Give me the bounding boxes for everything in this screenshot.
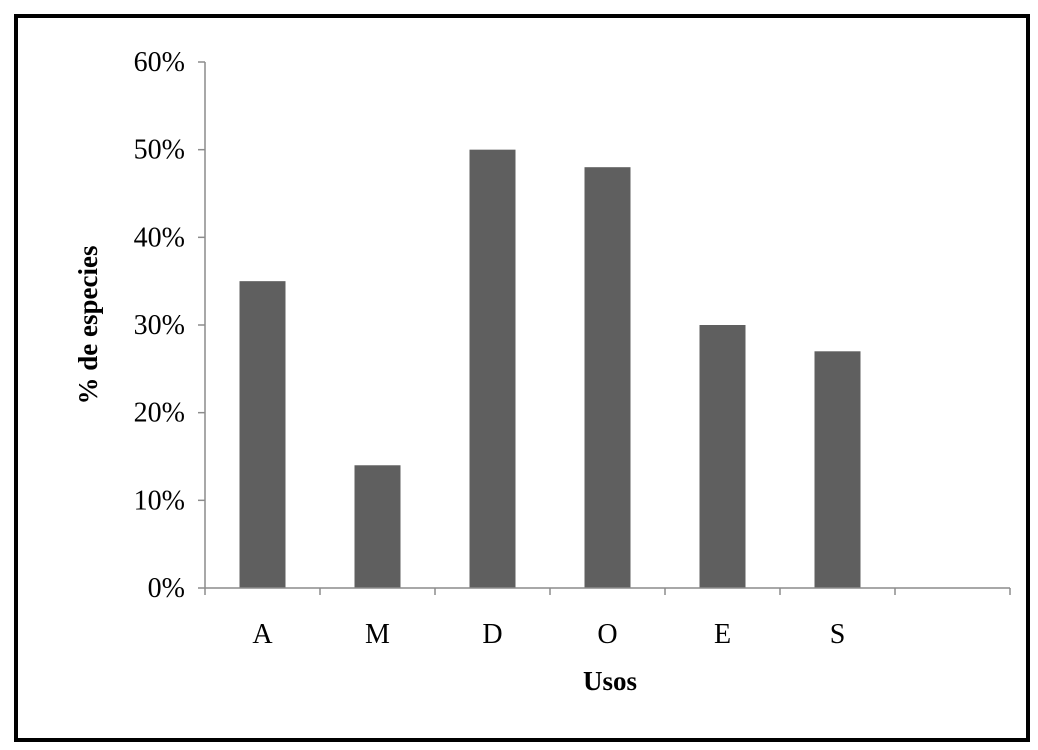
x-tick-label: O bbox=[597, 619, 617, 650]
x-tick-label: S bbox=[830, 619, 846, 650]
y-tick-label: 0% bbox=[148, 573, 185, 604]
x-tick-label: D bbox=[482, 619, 502, 650]
y-tick-label: 60% bbox=[134, 47, 185, 78]
bar-S bbox=[814, 351, 861, 588]
y-tick-label: 50% bbox=[134, 135, 185, 166]
y-tick-label: 30% bbox=[134, 310, 185, 341]
bar-E bbox=[699, 325, 746, 588]
y-tick-label: 20% bbox=[134, 398, 185, 429]
x-axis-title: Usos bbox=[583, 666, 637, 696]
x-tick-label: A bbox=[252, 619, 273, 650]
bar-M bbox=[354, 465, 401, 588]
y-tick-label: 10% bbox=[134, 485, 185, 516]
x-tick-label: M bbox=[365, 619, 390, 650]
bar-D bbox=[469, 149, 516, 588]
y-tick-label: 40% bbox=[134, 222, 185, 253]
x-tick-label: E bbox=[714, 619, 731, 650]
bar-O bbox=[584, 167, 631, 588]
y-axis-title: % de especies bbox=[73, 246, 103, 405]
bar-A bbox=[239, 281, 286, 588]
bar-series bbox=[239, 149, 861, 588]
y-axis: 0% 10% 20% 30% 40% 50% 60% bbox=[134, 47, 205, 604]
chart-frame bbox=[14, 14, 1030, 742]
